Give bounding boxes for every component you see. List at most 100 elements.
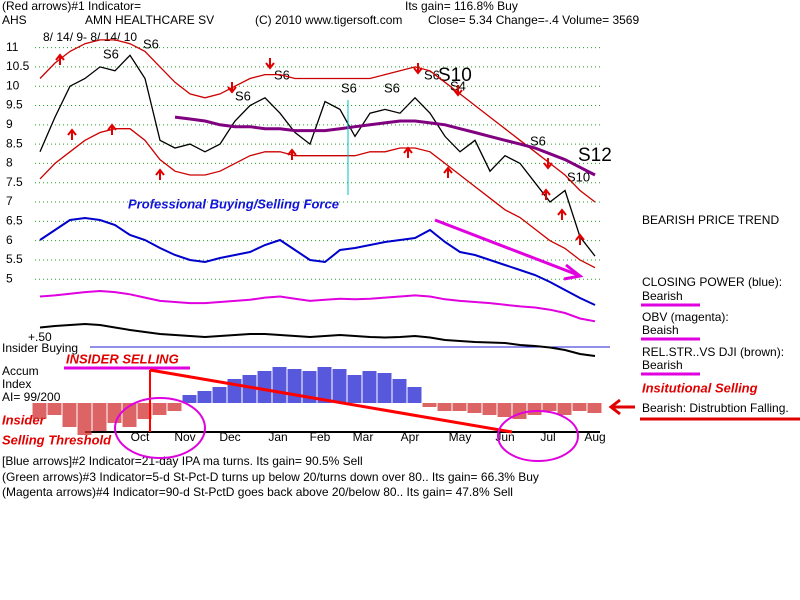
accum-bar [467, 403, 482, 413]
signal-arrow [287, 148, 297, 160]
obv-label: OBV (magenta): [642, 310, 729, 324]
accum-bar [527, 403, 542, 415]
accum-bar [347, 375, 362, 403]
footer-line: [Blue arrows]#2 Indicator=21-day IPA ma … [2, 454, 363, 468]
x-tick-label: Jan [268, 430, 287, 444]
x-tick-label: May [449, 430, 472, 444]
insider-selling: INSIDER SELLING [66, 351, 179, 366]
accum-bar [182, 395, 197, 403]
force-label: Professional Buying/Selling Force [128, 196, 339, 211]
accum-bar [272, 367, 287, 403]
accum-bar [152, 403, 167, 415]
accum-bar [287, 369, 302, 403]
x-tick-label: Mar [353, 430, 374, 444]
accum-bar [137, 403, 152, 419]
accum-bar [362, 371, 377, 403]
signal-arrow [443, 166, 453, 178]
accum-bar [332, 369, 347, 403]
signal-arrow [403, 146, 413, 158]
symbol: AHS [2, 13, 27, 27]
footer-line: (Green arrows)#3 Indicator=5-d St-Pct-D … [2, 470, 539, 484]
y-tick-label: 5 [6, 271, 13, 285]
accum: Accum [2, 364, 39, 378]
signal: S6 [235, 88, 251, 103]
copyright: (C) 2010 www.tigersoft.com [255, 13, 402, 27]
signal: S12 [578, 145, 612, 166]
accum-bar [107, 403, 122, 423]
y-tick-label: 8 [6, 156, 13, 170]
accum-bar [242, 375, 257, 403]
signal: S6 [143, 36, 159, 51]
signal: S10 [567, 169, 590, 184]
y-tick-label: 7 [6, 194, 13, 208]
accum-bar [32, 403, 47, 419]
accum-bar [437, 403, 452, 411]
signal-arrow [575, 233, 585, 245]
rel-str-line [39, 322, 596, 357]
accum-bar [167, 403, 182, 411]
signal-arrow [541, 188, 551, 200]
y-tick-label: 9 [6, 117, 13, 131]
trend-line [149, 368, 513, 434]
x-tick-label: Oct [131, 430, 150, 444]
signal-arrow [543, 158, 553, 170]
highlight-circle [497, 410, 579, 462]
signal-arrow [67, 128, 77, 140]
closing-power-line [39, 216, 596, 306]
accum-bar [77, 403, 92, 435]
y-tick-label: 8.5 [6, 136, 23, 150]
signal-arrow [413, 63, 423, 75]
signal-arrow [557, 208, 567, 220]
x-tick-label: Nov [174, 430, 195, 444]
cp-label: CLOSING POWER (blue): [642, 275, 782, 289]
obv-value: Beaish [642, 323, 679, 337]
distribution: Bearish: Distrubtion Falling. [642, 401, 789, 415]
trend-arrow [434, 218, 579, 277]
threshold: Selling Threshold [2, 432, 112, 447]
price-line [174, 115, 596, 177]
signal-arrow [265, 58, 275, 70]
signal: S6 [341, 80, 357, 95]
accum-bar [452, 403, 467, 411]
accum-bar [572, 403, 587, 411]
quote: Close= 5.34 Change=-.4 Volume= 3569 [428, 13, 639, 27]
accum-bar [212, 387, 227, 403]
insider-buying: Insider Buying [2, 341, 78, 355]
trend-arrow-head [563, 263, 584, 281]
accum-bar [92, 403, 107, 431]
signal-arrow [107, 123, 117, 135]
accum-bar [497, 403, 512, 417]
x-tick-label: Jul [540, 430, 555, 444]
ai: AI= 99/200 [2, 390, 61, 404]
price-line [39, 54, 596, 257]
signal-arrow [453, 85, 463, 97]
accum-bar [542, 403, 557, 411]
price-line [39, 39, 596, 203]
signal: S6 [424, 67, 440, 82]
x-tick-label: Apr [401, 430, 420, 444]
header-indicator: (Red arrows)#1 Indicator= [2, 0, 141, 13]
x-tick-label: Dec [219, 430, 240, 444]
accum-bar [47, 403, 62, 415]
x-tick-label: Jun [495, 430, 514, 444]
signal: S6 [530, 133, 546, 148]
obv-line [39, 289, 596, 323]
accum-bar [587, 403, 602, 413]
signal: S6 [103, 46, 119, 61]
accum-bar [392, 379, 407, 403]
signal-arrow [55, 53, 65, 65]
index: Index [2, 377, 31, 391]
footer-line: (Magenta arrows)#4 Indicator=90-d St-Pct… [2, 485, 513, 499]
accum-bar [482, 403, 497, 415]
header-gain: Its gain= 116.8% Buy [405, 0, 518, 13]
accum-bar [257, 371, 272, 403]
y-tick-label: 5.5 [6, 252, 23, 266]
y-tick-label: 10 [6, 78, 20, 92]
accum-bar [317, 367, 332, 403]
x-tick-label: Feb [310, 430, 331, 444]
accum-bar [62, 403, 77, 427]
rs-label: REL.STR..VS DJI (brown): [642, 345, 784, 359]
y-tick-label: 11 [6, 40, 19, 54]
x-tick-label: Aug [584, 430, 605, 444]
trend-label: BEARISH PRICE TREND [642, 213, 779, 227]
